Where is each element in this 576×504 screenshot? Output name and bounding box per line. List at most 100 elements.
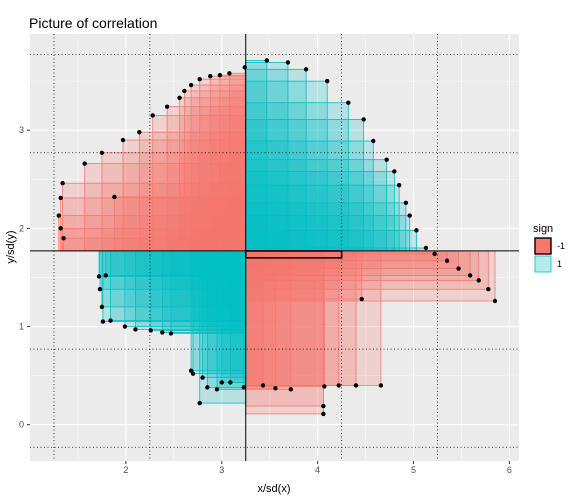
data-point bbox=[241, 385, 247, 390]
data-point bbox=[423, 245, 429, 251]
y-axis-title: y/sd(y) bbox=[5, 231, 17, 264]
grid-lines bbox=[30, 34, 519, 461]
correlation-rect bbox=[245, 250, 363, 300]
legend-label: 1 bbox=[557, 259, 562, 269]
legend: sign -1 1 bbox=[533, 223, 565, 273]
correlation-rect bbox=[192, 250, 247, 375]
correlation-rect bbox=[229, 72, 247, 252]
data-point bbox=[456, 266, 461, 271]
correlation-rect bbox=[152, 115, 247, 252]
correlation-rect bbox=[245, 250, 496, 302]
data-point bbox=[205, 385, 210, 390]
x-tick-label: 5 bbox=[411, 465, 416, 475]
chart-title: Picture of correlation bbox=[29, 15, 157, 31]
data-point bbox=[322, 384, 327, 389]
x-tick-label: 4 bbox=[315, 465, 320, 475]
data-point bbox=[378, 383, 384, 388]
data-point bbox=[168, 331, 174, 336]
axis-ticks: 2 3 4 5 6 0 1 2 3 bbox=[19, 125, 512, 475]
correlation-rect bbox=[183, 90, 247, 252]
data-point bbox=[467, 273, 473, 278]
data-point bbox=[148, 328, 154, 333]
data-point bbox=[260, 383, 266, 388]
data-point bbox=[99, 304, 105, 310]
data-point bbox=[182, 88, 187, 94]
correlation-rect bbox=[245, 250, 325, 387]
data-point bbox=[112, 194, 117, 200]
data-point bbox=[486, 287, 491, 292]
correlation-rect bbox=[245, 215, 411, 252]
correlation-rect bbox=[102, 250, 247, 323]
data-point bbox=[303, 67, 309, 72]
data-point bbox=[96, 274, 102, 279]
data-point bbox=[264, 58, 270, 63]
data-point bbox=[384, 157, 389, 162]
y-tick-label: 1 bbox=[19, 322, 24, 332]
data-point bbox=[359, 296, 364, 302]
data-point bbox=[217, 73, 223, 78]
correlation-rect bbox=[124, 250, 247, 327]
x-tick-label: 6 bbox=[507, 465, 512, 475]
data-point bbox=[137, 129, 142, 135]
data-point bbox=[321, 411, 326, 417]
data-point bbox=[219, 380, 224, 385]
data-point bbox=[58, 195, 63, 201]
data-point bbox=[288, 387, 293, 392]
correlation-rect bbox=[98, 250, 247, 277]
data-point bbox=[97, 287, 103, 292]
correlation-rect bbox=[84, 163, 247, 252]
data-point bbox=[214, 387, 220, 392]
data-point bbox=[403, 200, 409, 206]
data-points bbox=[56, 58, 498, 417]
data-point bbox=[150, 113, 155, 118]
sd-lines bbox=[30, 34, 519, 461]
data-point bbox=[228, 380, 233, 385]
data-point bbox=[188, 368, 194, 373]
correlation-rect bbox=[138, 131, 247, 252]
correlation-rect bbox=[170, 250, 247, 334]
data-point bbox=[321, 403, 326, 409]
correlation-rect bbox=[58, 215, 247, 252]
data-point bbox=[444, 258, 450, 263]
data-point bbox=[82, 161, 87, 166]
data-point bbox=[197, 400, 202, 406]
correlation-rect bbox=[113, 196, 247, 252]
data-point bbox=[164, 104, 170, 109]
data-point bbox=[492, 298, 498, 304]
correlation-rectangles bbox=[58, 60, 496, 415]
data-point bbox=[325, 78, 330, 84]
data-point bbox=[208, 74, 213, 79]
data-point bbox=[188, 82, 194, 88]
data-point bbox=[285, 60, 291, 65]
correlation-rect bbox=[105, 250, 247, 276]
data-point bbox=[407, 213, 412, 218]
correlation-rect bbox=[245, 102, 349, 252]
correlation-rect bbox=[245, 159, 388, 252]
legend-key bbox=[534, 255, 552, 273]
data-point bbox=[58, 226, 63, 231]
y-tick-label: 3 bbox=[19, 125, 24, 135]
data-point bbox=[122, 324, 128, 329]
correlation-rect bbox=[245, 184, 400, 252]
data-point bbox=[133, 327, 138, 332]
correlation-rect bbox=[161, 250, 247, 333]
data-point bbox=[432, 251, 437, 257]
data-point bbox=[120, 137, 126, 143]
correlation-rect bbox=[190, 250, 247, 372]
data-point bbox=[200, 375, 205, 380]
data-point bbox=[103, 273, 108, 278]
correlation-rect bbox=[245, 62, 289, 252]
correlation-rect bbox=[101, 250, 247, 308]
legend-title: sign bbox=[533, 223, 553, 235]
data-point bbox=[353, 383, 359, 388]
correlation-rect bbox=[245, 250, 357, 386]
correlation-rect bbox=[135, 250, 247, 330]
x-tick-label: 3 bbox=[219, 465, 224, 475]
data-point bbox=[160, 330, 165, 335]
correlation-rect bbox=[245, 250, 276, 389]
data-point bbox=[336, 383, 341, 388]
correlation-rect bbox=[245, 250, 471, 276]
data-point bbox=[396, 182, 402, 188]
data-point bbox=[99, 150, 105, 155]
data-point bbox=[242, 65, 247, 70]
